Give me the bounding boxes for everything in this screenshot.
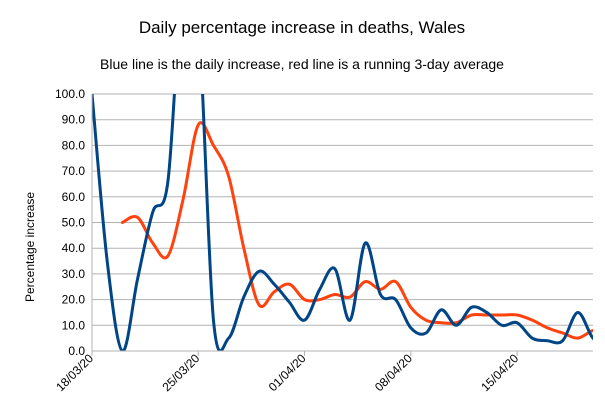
x-tick-label: 01/04/20 [266,351,309,394]
y-tick-label: 20.0 [62,293,86,307]
axes [91,94,593,356]
gridlines [92,93,593,352]
chart-subtitle: Blue line is the daily increase, red lin… [100,56,504,72]
y-tick-label: 90.0 [62,113,86,127]
y-tick-label: 0.0 [68,344,85,358]
y-tick-label: 40.0 [62,241,86,255]
y-tick-labels: 0.0 10.0 20.0 30.0 40.0 50.0 60.0 70.0 80.0 90.0 1… [55,87,85,358]
y-tick-label: 30.0 [62,267,86,281]
series-lines [92,94,593,351]
y-tick-label: 100.0 [55,87,85,101]
series-line-3-day-average [120,121,593,340]
y-tick-label: 50.0 [62,216,86,230]
series-line-daily-increase [92,94,593,351]
chart-title: Daily percentage increase in deaths, Wal… [139,18,465,37]
y-tick-label: 60.0 [62,190,86,204]
x-tick-label: 08/04/20 [372,351,415,394]
x-tick-labels: 18/03/20 25/03/20 01/04/20 08/04/20 15/04/20 [53,351,521,394]
y-axis-label: Percentage increase [23,192,37,302]
y-tick-label: 70.0 [62,164,86,178]
y-tick-label: 80.0 [62,138,86,152]
x-tick-label: 15/04/20 [478,351,521,394]
x-tick-label: 25/03/20 [159,351,202,394]
y-tick-label: 10.0 [62,318,86,332]
